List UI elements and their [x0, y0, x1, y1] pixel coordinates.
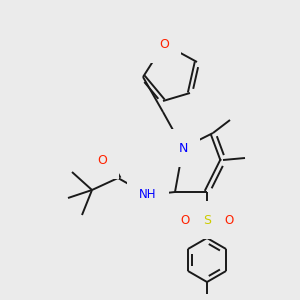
Text: O: O — [159, 38, 169, 50]
Text: S: S — [203, 214, 211, 226]
Text: O: O — [224, 214, 234, 226]
Text: O: O — [180, 214, 190, 226]
Text: O: O — [97, 154, 107, 166]
Text: N: N — [178, 142, 188, 154]
Text: NH: NH — [139, 188, 157, 202]
